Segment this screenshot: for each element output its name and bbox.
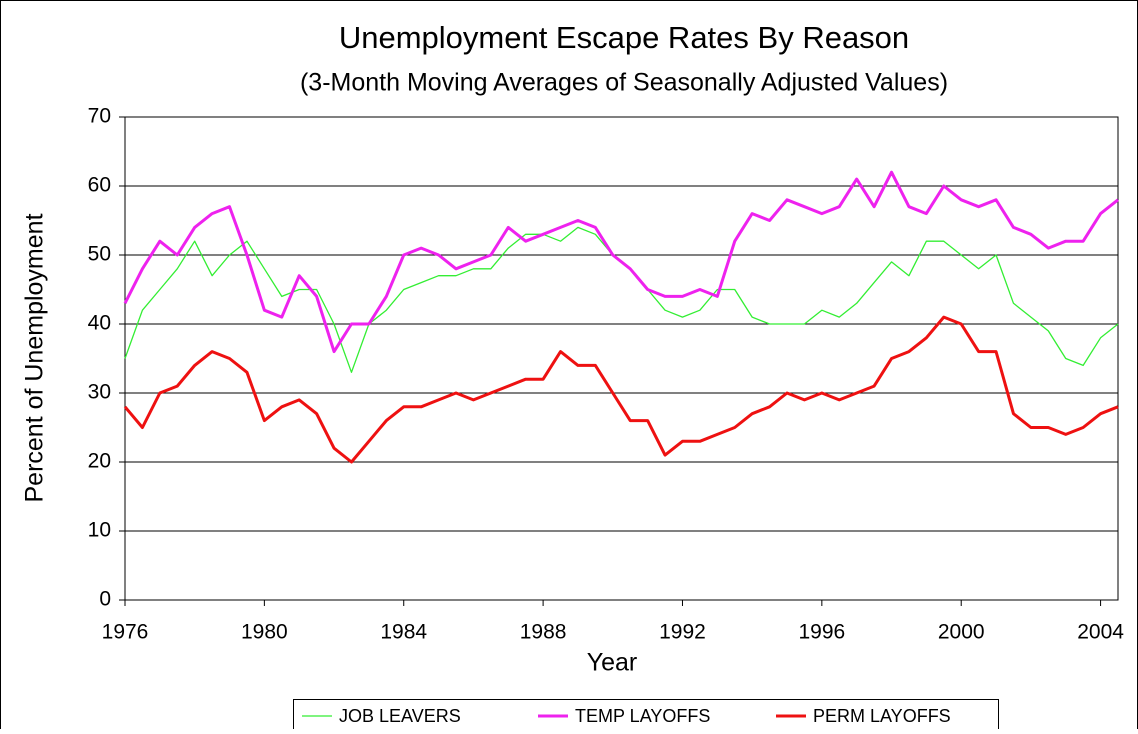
legend-label: TEMP LAYOFFS xyxy=(575,706,710,726)
x-tick-label: 2004 xyxy=(1077,621,1124,644)
y-tick-label: 60 xyxy=(88,174,111,197)
chart-title: Unemployment Escape Rates By Reason xyxy=(339,20,909,55)
x-tick-label: 1992 xyxy=(659,621,706,644)
series-line xyxy=(123,170,1119,354)
x-axis-label: Year xyxy=(587,649,638,677)
x-tick-label: 1984 xyxy=(380,621,427,644)
legend-label: PERM LAYOFFS xyxy=(813,706,951,726)
y-tick-label: 40 xyxy=(88,312,111,335)
x-tick-label: 1980 xyxy=(241,621,288,644)
x-tick-label: 2000 xyxy=(938,621,985,644)
y-tick-label: 10 xyxy=(88,519,111,542)
y-tick-label: 50 xyxy=(88,243,111,266)
y-tick-label: 30 xyxy=(88,381,111,404)
x-tick-label: 1976 xyxy=(102,621,149,644)
y-tick-label: 70 xyxy=(88,105,111,128)
y-tick-label: 0 xyxy=(99,588,111,611)
y-axis-label: Percent of Unemployment xyxy=(21,213,49,502)
x-tick-label: 1988 xyxy=(520,621,567,644)
x-tick-label: 1996 xyxy=(798,621,845,644)
series-line xyxy=(124,226,1119,373)
legend-label: JOB LEAVERS xyxy=(339,706,461,726)
y-tick-label: 20 xyxy=(88,450,111,473)
chart-subtitle: (3-Month Moving Averages of Seasonally A… xyxy=(300,69,948,97)
plot-frame xyxy=(124,116,1119,601)
series-line xyxy=(123,315,1119,464)
